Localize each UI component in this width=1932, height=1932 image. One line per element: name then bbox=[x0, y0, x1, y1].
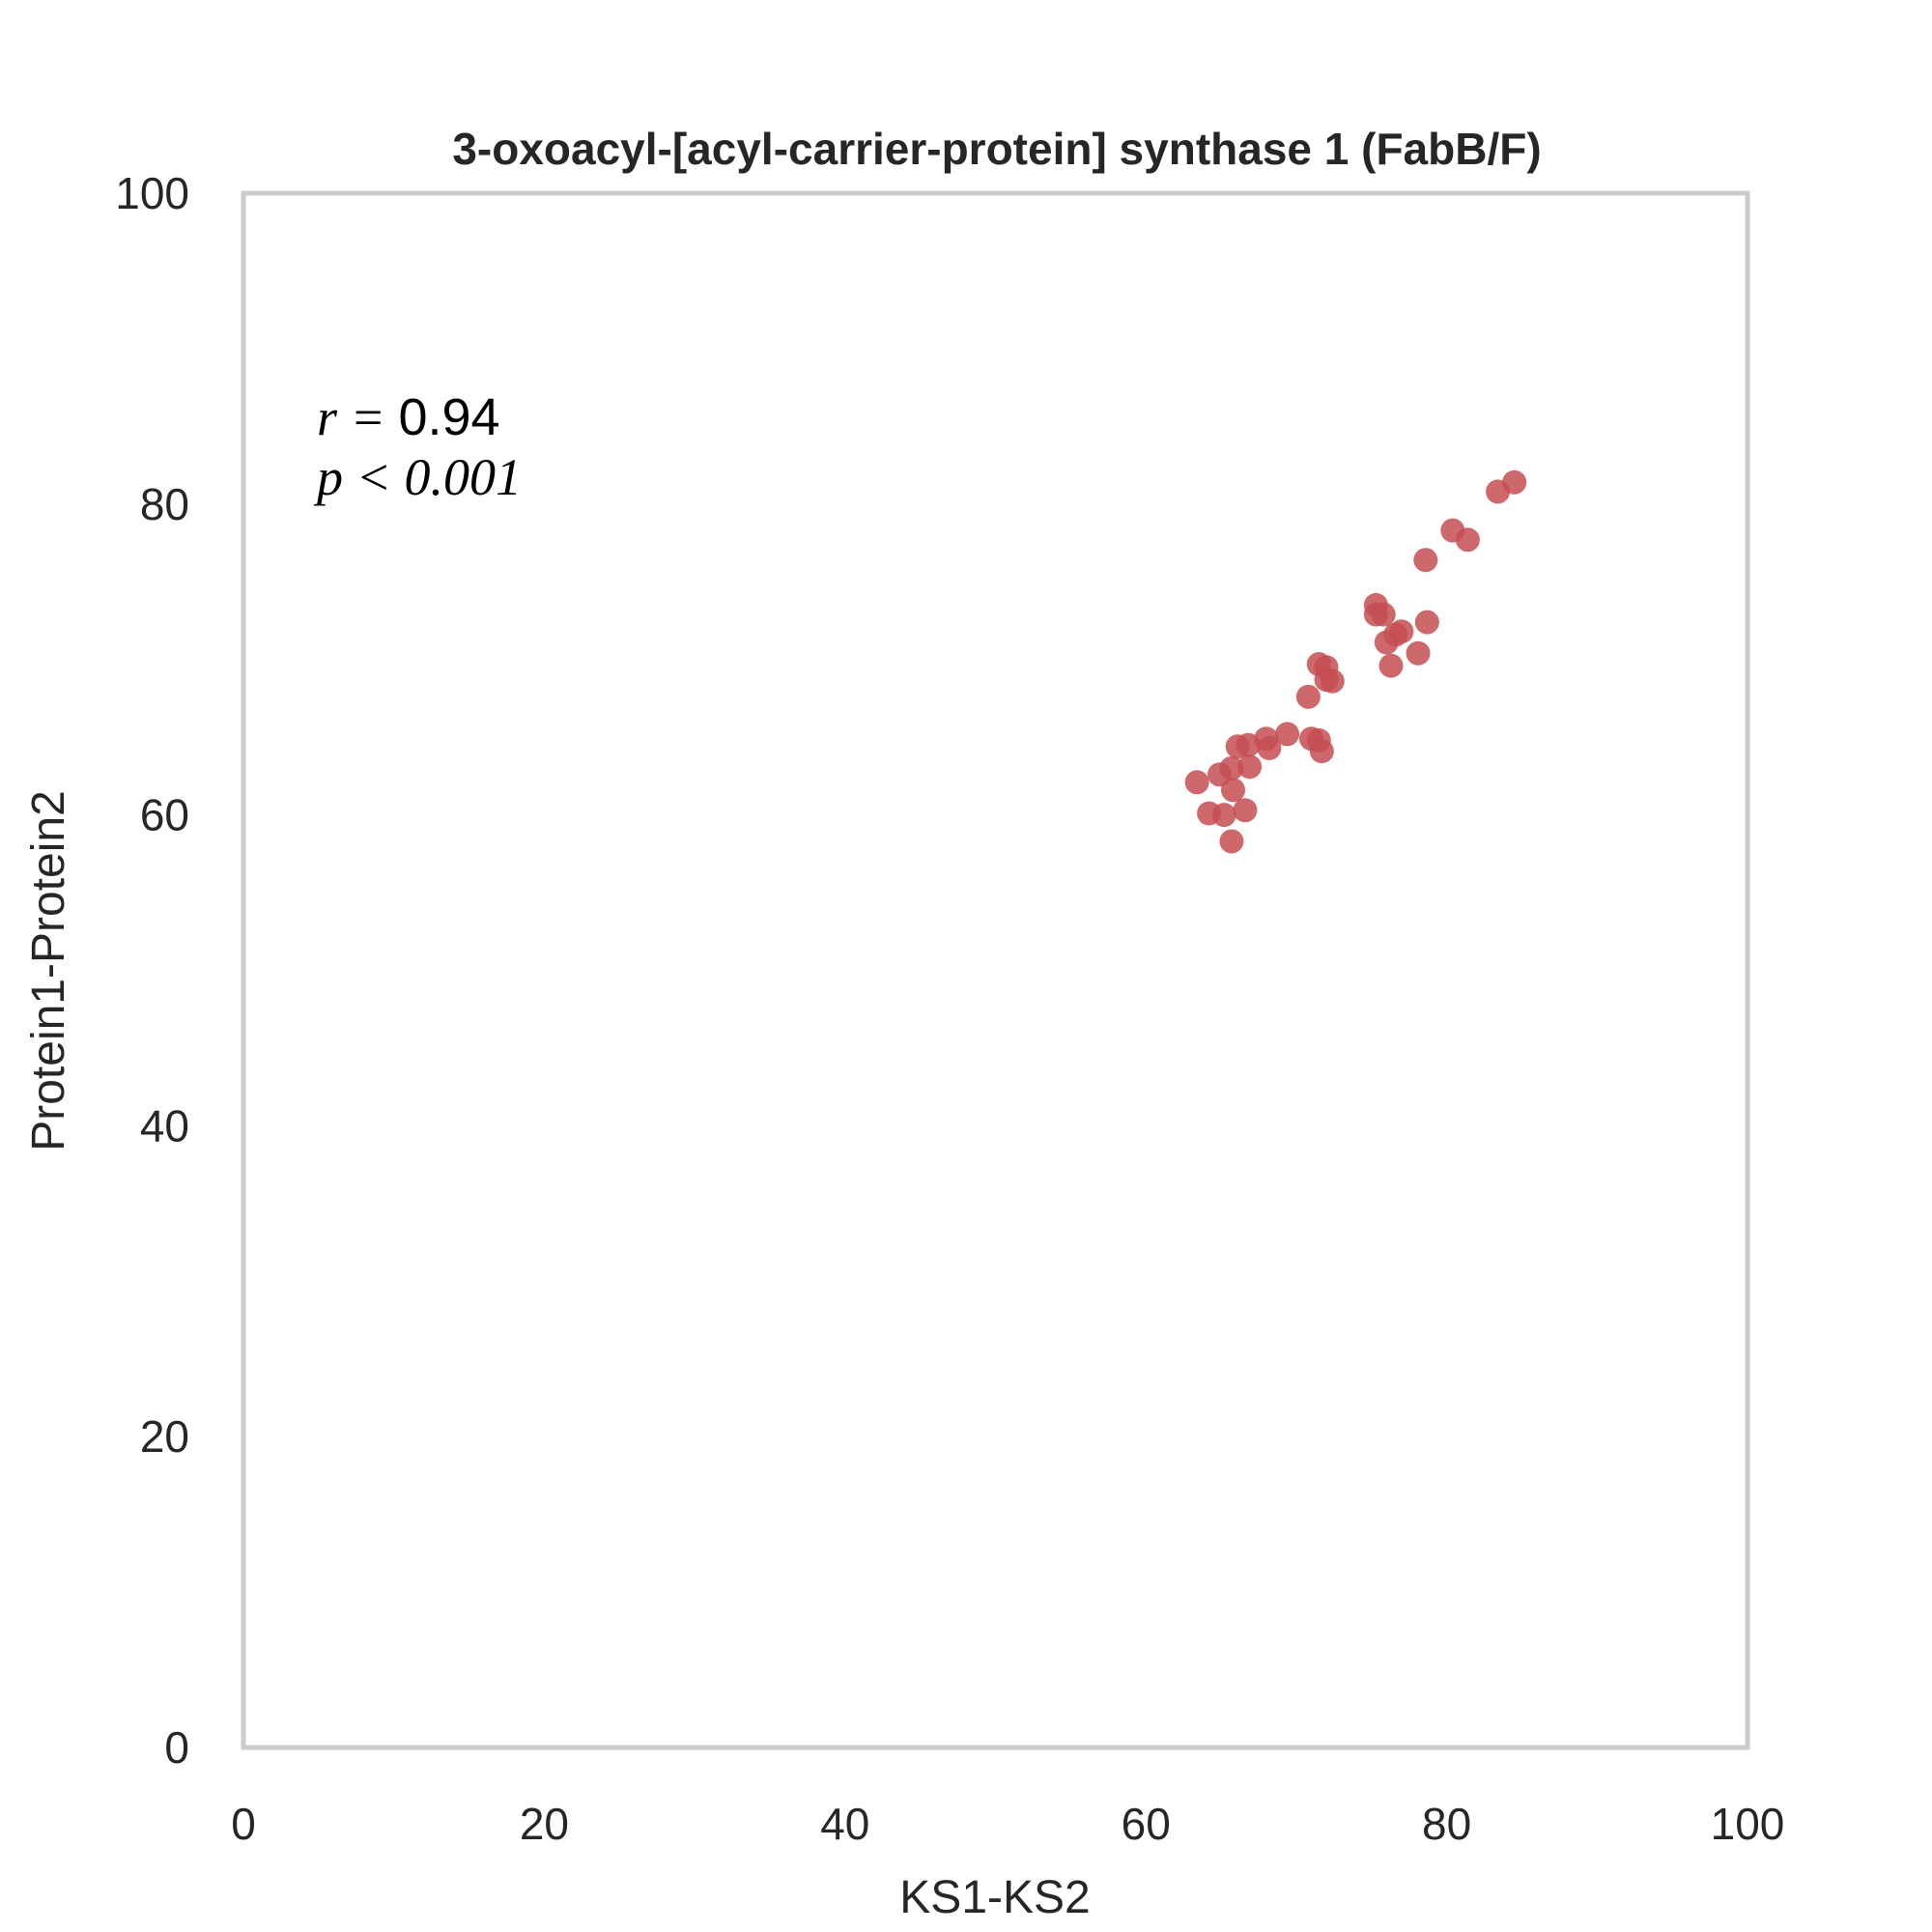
y-tick-label: 20 bbox=[140, 1411, 189, 1462]
r-value: 0.94 bbox=[398, 388, 499, 446]
data-point bbox=[1455, 527, 1480, 553]
stats-annotation: r = 0.94 p < 0.001 bbox=[313, 388, 522, 506]
y-tick-label: 80 bbox=[140, 479, 189, 529]
r-symbol: r = bbox=[317, 388, 398, 446]
y-tick-label: 40 bbox=[140, 1100, 189, 1151]
y-tick-label: 100 bbox=[115, 168, 189, 218]
data-point bbox=[1184, 770, 1209, 795]
y-tick-label: 0 bbox=[164, 1722, 189, 1773]
x-tick-labels: 0 20 40 60 80 100 bbox=[231, 1799, 1784, 1849]
data-point bbox=[1320, 668, 1345, 694]
data-point bbox=[1219, 755, 1244, 781]
data-point bbox=[1233, 798, 1258, 823]
data-point bbox=[1309, 739, 1334, 764]
chart-title: 3-oxoacyl-[acyl-carrier-protein] synthas… bbox=[452, 124, 1541, 174]
x-tick-label: 20 bbox=[520, 1799, 569, 1849]
data-point bbox=[1414, 610, 1439, 635]
x-tick-label: 100 bbox=[1711, 1799, 1785, 1849]
data-point bbox=[1389, 619, 1414, 644]
x-axis-label: KS1-KS2 bbox=[899, 1872, 1090, 1923]
data-point bbox=[1413, 548, 1438, 573]
y-tick-labels: 0 20 40 60 80 100 bbox=[115, 168, 189, 1773]
data-point bbox=[1237, 754, 1263, 780]
data-point bbox=[1221, 778, 1246, 803]
data-point bbox=[1378, 653, 1404, 678]
plot-area-frame bbox=[241, 190, 1750, 1750]
data-point bbox=[1219, 829, 1244, 854]
data-point bbox=[1257, 735, 1282, 760]
p-annotation: p < 0.001 bbox=[313, 448, 522, 506]
data-point bbox=[1371, 602, 1396, 627]
x-tick-label: 60 bbox=[1122, 1799, 1171, 1849]
data-point bbox=[1406, 640, 1431, 666]
r-annotation: r = 0.94 bbox=[317, 388, 500, 446]
data-points bbox=[1184, 469, 1527, 854]
y-axis-label: Protein1-Protein2 bbox=[23, 790, 74, 1151]
x-tick-label: 80 bbox=[1422, 1799, 1471, 1849]
data-point bbox=[1275, 722, 1300, 747]
y-tick-label: 60 bbox=[140, 790, 189, 840]
data-point bbox=[1502, 469, 1527, 495]
data-point bbox=[1211, 803, 1236, 828]
x-tick-label: 0 bbox=[231, 1799, 256, 1849]
data-point bbox=[1295, 684, 1321, 709]
x-tick-label: 40 bbox=[820, 1799, 869, 1849]
